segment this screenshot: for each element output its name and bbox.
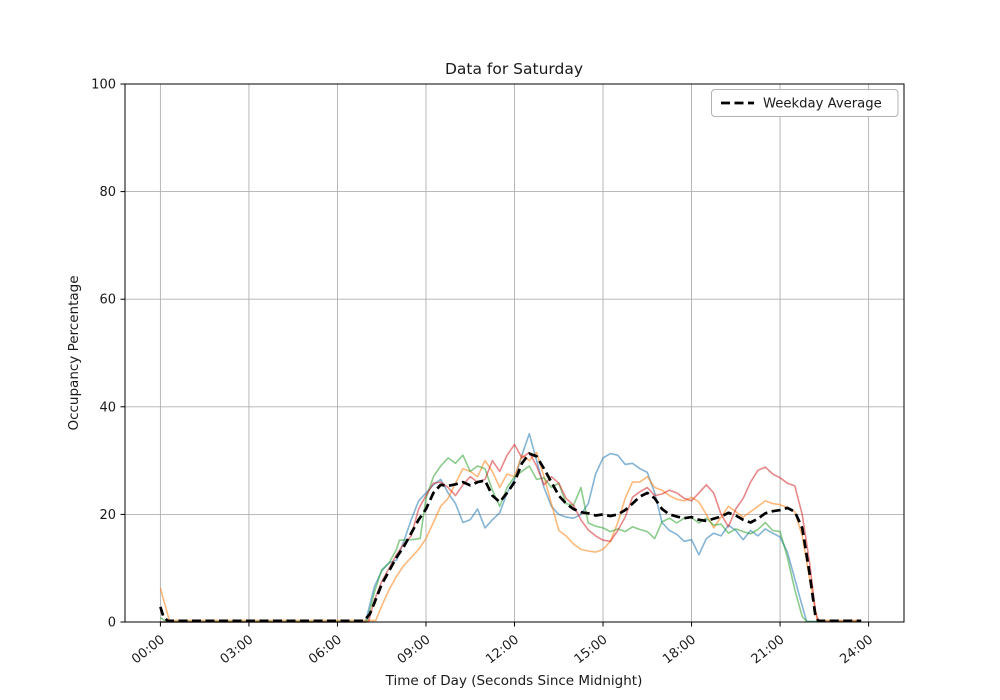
series-line-series-orange — [159, 451, 862, 622]
x-tick-label: 06:00 — [306, 632, 345, 667]
y-tick-label: 40 — [99, 400, 116, 415]
x-tick-label: 24:00 — [837, 632, 876, 667]
y-tick-label: 60 — [99, 293, 116, 308]
x-tick-label: 18:00 — [660, 632, 699, 667]
legend-box — [711, 89, 899, 117]
x-tick-label: 03:00 — [218, 632, 257, 667]
x-axis-label: Time of Day (Seconds Since Midnight) — [385, 673, 643, 689]
x-tick-label: 21:00 — [749, 632, 788, 667]
series-line-series-green — [159, 454, 862, 623]
series-line-weekday-average — [159, 452, 862, 623]
plot-area: 00:00 03:00 06:00 09:00 12:00 15:00 18:00 21:00… — [91, 78, 905, 667]
y-tick-label: 20 — [99, 508, 116, 523]
y-tick-label: 80 — [99, 185, 116, 200]
chart-title: Data for Saturday — [445, 60, 583, 78]
x-tick-label: 15:00 — [572, 632, 611, 667]
y-axis-label: Occupancy Percentage — [66, 275, 82, 430]
legend: Weekday Average — [711, 89, 899, 117]
y-tick-label: 100 — [91, 78, 116, 93]
x-tick-label: 12:00 — [483, 632, 522, 667]
x-tick-label: 00:00 — [129, 632, 168, 667]
series-line-series-blue — [160, 432, 862, 623]
x-tick-label: 09:00 — [395, 632, 434, 667]
y-tick-label: 0 — [108, 616, 116, 631]
series-line-series-red — [160, 443, 862, 623]
legend-label: Weekday Average — [763, 97, 882, 112]
